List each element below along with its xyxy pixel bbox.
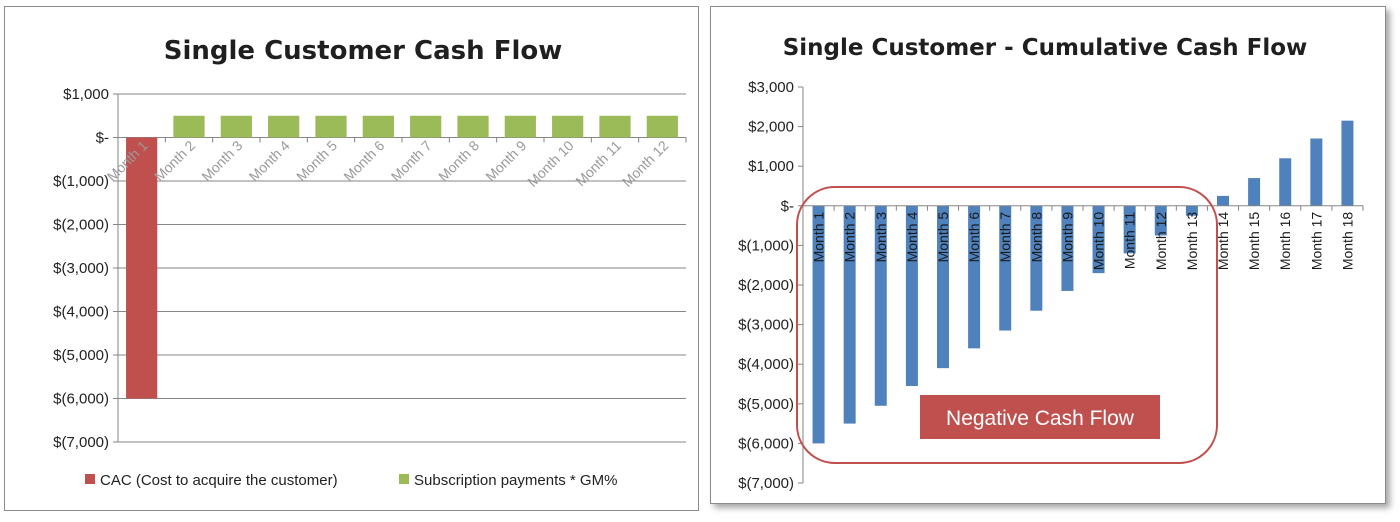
y-tick-label: $(2,000): [738, 277, 794, 294]
bar: [1185, 205, 1198, 216]
bar: [599, 115, 631, 138]
x-tick-label: Month 10: [524, 137, 577, 190]
x-tick-label: Month 9: [482, 137, 529, 184]
x-tick-label: Month 6: [966, 212, 982, 263]
y-tick-label: $(1,000): [738, 237, 794, 254]
bar: [1217, 195, 1229, 206]
bar: [220, 115, 252, 138]
cash-flow-chart-panel: Single Customer Cash Flow $1,000 $- $(1,000…: [4, 6, 699, 511]
annotation-box: [920, 395, 1160, 439]
x-tick-label: Month 3: [198, 137, 245, 184]
x-tick-label: Month 2: [151, 137, 198, 184]
y-tick-label: $(7,000): [53, 434, 109, 451]
negative-region-outline: [796, 186, 1218, 464]
x-tick-label: Month 4: [904, 212, 920, 263]
bar: [1341, 120, 1354, 206]
y-tick-label: $-: [781, 198, 794, 215]
x-tick-label: Month 10: [1091, 212, 1107, 271]
y-tick-label: $(4,000): [53, 304, 109, 321]
chart-title: Single Customer - Cumulative Cash Flow: [783, 35, 1308, 61]
x-tick-label: Month 14: [1215, 212, 1231, 271]
x-tick-label: Month 6: [340, 137, 387, 184]
y-tick-label: $(5,000): [738, 396, 794, 413]
bar: [937, 205, 949, 369]
x-tick-label: Month 17: [1308, 212, 1324, 271]
bar: [173, 115, 205, 138]
y-tick-label: $(2,000): [53, 217, 109, 234]
bar: [1123, 205, 1136, 254]
bar: [905, 205, 918, 386]
x-tick-label: Month 8: [435, 137, 482, 184]
x-tick-label: Month 1: [811, 212, 827, 263]
cumulative-cash-flow-chart-panel: Single Customer - Cumulative Cash Flow $3…: [710, 6, 1386, 504]
x-tick-label: Month 11: [1122, 212, 1138, 270]
x-tick-label: Month 7: [997, 212, 1013, 263]
x-tick-label: Month 7: [388, 137, 435, 184]
bar: [646, 115, 678, 138]
bar: [1279, 158, 1292, 206]
bar: [1310, 138, 1323, 206]
x-tick-label: Month 12: [1153, 212, 1169, 271]
y-tick-label: $3,000: [748, 79, 794, 96]
legend-label: CAC (Cost to acquire the customer): [100, 472, 338, 489]
x-tick-label: Month 4: [246, 137, 293, 184]
bar: [1154, 205, 1167, 236]
legend-swatch: [85, 474, 95, 484]
bar: [268, 115, 300, 138]
chart-title: Single Customer Cash Flow: [164, 36, 563, 66]
bar: [457, 115, 489, 138]
bar: [999, 205, 1012, 331]
x-tick-label: Month 15: [1246, 212, 1262, 271]
x-tick-label: Month 16: [1277, 212, 1293, 271]
annotation-label: Negative Cash Flow: [946, 407, 1135, 430]
bar: [812, 205, 825, 444]
x-tick-label: Month 12: [619, 137, 672, 190]
bar: [552, 115, 584, 138]
y-tick-label: $1,000: [63, 86, 109, 103]
bar: [362, 115, 394, 138]
y-tick-label: $(3,000): [738, 317, 794, 334]
x-tick-label: Month 13: [1184, 212, 1200, 271]
x-tick-label: Month 2: [842, 212, 858, 263]
bar: [1092, 205, 1105, 274]
cash-flow-chart: Single Customer Cash Flow $1,000 $- $(1,000…: [53, 36, 687, 489]
bar: [1248, 178, 1261, 206]
bar: [874, 205, 887, 406]
bar: [315, 115, 347, 138]
x-tick-label: Month 18: [1339, 212, 1355, 271]
bar: [968, 205, 981, 349]
bar: [410, 115, 442, 138]
y-tick-label: $(6,000): [53, 391, 109, 408]
bar: [1030, 205, 1043, 311]
bar: [843, 205, 856, 424]
x-tick-label: Month 9: [1059, 212, 1075, 263]
bar: [126, 137, 158, 399]
x-tick-label: Month 3: [873, 212, 889, 263]
cumulative-cash-flow-chart: Single Customer - Cumulative Cash Flow $3…: [738, 35, 1364, 492]
y-tick-label: $1,000: [748, 158, 794, 175]
legend-swatch: [399, 474, 409, 484]
legend-label: Subscription payments * GM%: [414, 472, 617, 489]
bar: [504, 115, 536, 138]
y-tick-label: $(3,000): [53, 260, 109, 277]
x-tick-label: Month 5: [293, 137, 340, 184]
bar: [1061, 205, 1074, 291]
y-tick-label: $(7,000): [738, 475, 794, 492]
y-tick-label: $(6,000): [738, 435, 794, 452]
y-tick-label: $(1,000): [53, 173, 109, 190]
x-tick-label: Month 8: [1028, 212, 1044, 263]
y-tick-label: $(4,000): [738, 356, 794, 373]
x-tick-label: Month 5: [935, 212, 951, 263]
y-tick-label: $2,000: [748, 119, 794, 136]
y-tick-label: $(5,000): [53, 347, 109, 364]
y-tick-label: $-: [96, 130, 109, 147]
